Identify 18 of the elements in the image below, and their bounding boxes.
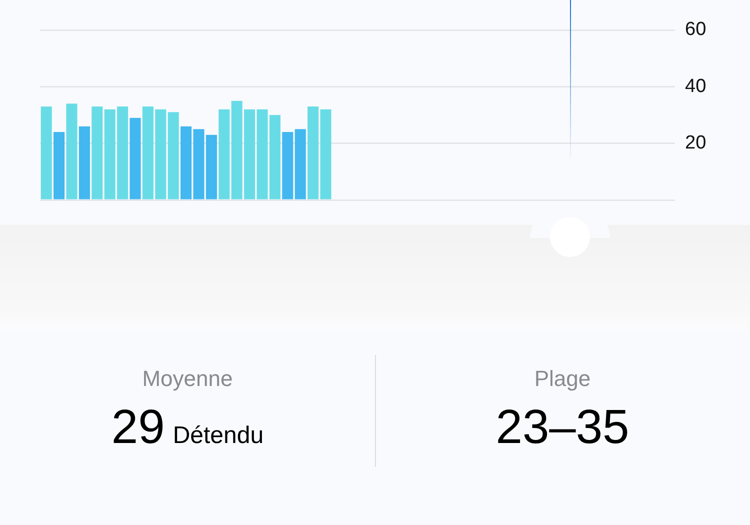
bar (78, 126, 90, 200)
bar (66, 104, 78, 200)
y-tick-label: 40 (685, 76, 706, 97)
text: Moyenne (141, 366, 234, 392)
text: 23–35 (494, 400, 630, 455)
y-tick-label: 60 (685, 19, 706, 40)
text: Détendu (172, 422, 264, 449)
bar (54, 132, 65, 200)
bar (40, 106, 52, 200)
bar (294, 129, 306, 200)
text: 29 (111, 401, 165, 454)
bar (218, 109, 230, 200)
text: Plage (533, 366, 592, 392)
bar (130, 118, 141, 200)
bar (282, 132, 294, 200)
y-tick-label: 20 (685, 132, 706, 154)
bar (92, 106, 103, 200)
bar (168, 112, 179, 200)
